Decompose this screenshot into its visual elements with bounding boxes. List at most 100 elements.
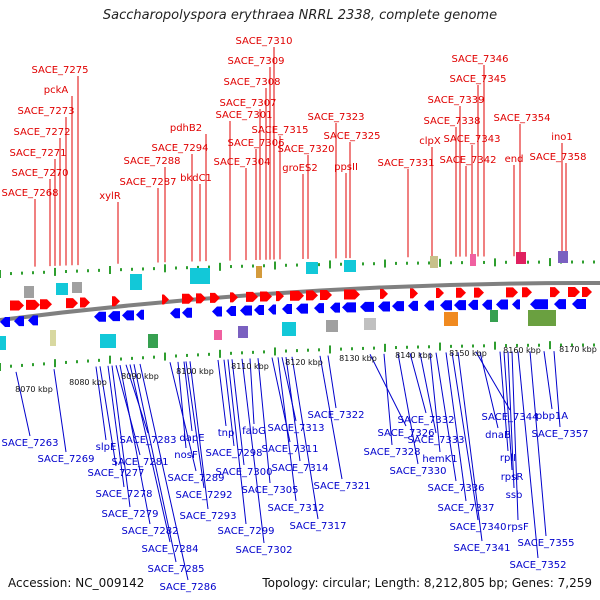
leader-line: [435, 352, 457, 482]
major-tick-mark: [439, 342, 441, 351]
major-tick-mark: [384, 259, 386, 268]
forward-gene-arrow: [436, 288, 444, 299]
leader-line: [369, 354, 407, 427]
forward-gene-label: SACE_7287: [120, 177, 177, 188]
major-tick-mark: [109, 355, 111, 364]
forward-gene-label: ino1: [551, 132, 573, 143]
feature-box: [130, 274, 142, 290]
leader-line: [189, 361, 209, 510]
tick-mark: [505, 344, 507, 348]
reverse-gene-label: SACE_7333: [408, 435, 465, 446]
reverse-gene-label: SACE_7344: [482, 412, 539, 423]
reverse-gene-label: SACE_7305: [242, 485, 299, 496]
tick-mark: [263, 350, 265, 354]
kbp-label: 8140 kbp: [395, 351, 433, 360]
kbp-scale-labels: 8070 kbp 8080 kbp 8090 kbp 8100 kbp 8110 kbp…: [15, 345, 597, 394]
tick-mark: [10, 364, 12, 368]
reverse-gene-arrow: [408, 300, 418, 311]
feature-box: [238, 326, 248, 338]
forward-gene-label: xylR: [99, 191, 121, 202]
reverse-gene-arrow: [282, 304, 292, 315]
outer-tick-ring: [0, 258, 595, 278]
tick-mark: [175, 266, 177, 270]
reverse-gene-label: SACE_7332: [398, 415, 455, 426]
reverse-gene-arrow: [454, 300, 466, 311]
reverse-gene-label: SACE_7278: [96, 489, 153, 500]
reverse-gene-arrow: [108, 311, 120, 322]
leader-line: [111, 365, 131, 508]
reverse-gene-arrow: [212, 306, 222, 317]
reverse-gene-arrow: [28, 315, 38, 326]
forward-gene-label: SACE_7271: [10, 148, 67, 159]
tick-mark: [450, 261, 452, 265]
forward-gene-arrow: [290, 290, 304, 301]
reverse-gene-arrow: [482, 299, 492, 310]
reverse-gene-label: SACE_7312: [268, 503, 325, 514]
leader-line: [419, 352, 437, 434]
forward-gene-label: clpX: [419, 136, 441, 147]
leader-line: [319, 355, 343, 480]
reverse-gene-label: SACE_7299: [218, 526, 275, 537]
feature-box: [72, 282, 82, 293]
tick-mark: [197, 265, 199, 269]
feature-box: [256, 266, 262, 278]
tick-mark: [428, 261, 430, 265]
tick-mark: [65, 360, 67, 364]
major-tick-mark: [329, 260, 331, 269]
feature-box: [344, 260, 356, 272]
reverse-gene-arrow: [554, 299, 566, 310]
reverse-gene-label: SACE_7298: [206, 448, 263, 459]
forward-gene-label: SACE_7270: [12, 168, 69, 179]
reverse-gene-arrow: [530, 299, 548, 310]
leader-line: [99, 366, 117, 467]
reverse-gene-arrow: [378, 301, 390, 312]
map-title: Saccharopolyspora erythraea NRRL 2338, c…: [102, 8, 498, 23]
reverse-gene-arrow: [0, 317, 10, 327]
reverse-gene-arrow: [314, 303, 324, 314]
forward-gene-label: SACE_7346: [452, 54, 509, 65]
leader-line: [503, 351, 513, 471]
reverse-gene-label: SACE_7355: [518, 538, 575, 549]
reverse-strand-genes: [0, 299, 586, 327]
tick-mark: [527, 343, 529, 347]
kbp-label: 8150 kbp: [449, 349, 487, 358]
major-tick-mark: [164, 264, 166, 273]
feature-box: [56, 283, 68, 295]
forward-label-leaders: [34, 47, 567, 267]
leader-line: [451, 352, 479, 521]
forward-gene-label: SACE_7343: [444, 134, 501, 145]
tick-mark: [98, 358, 100, 362]
forward-gene-label: SACE_7301: [216, 110, 273, 121]
tick-mark: [417, 345, 419, 349]
reverse-gene-arrow: [360, 301, 374, 312]
tick-mark: [461, 261, 463, 265]
forward-gene-arrow: [582, 287, 592, 298]
tick-mark: [582, 343, 584, 347]
leader-line: [177, 361, 187, 449]
leader-line: [257, 358, 271, 484]
major-tick-mark: [219, 349, 221, 358]
forward-gene-label: SACE_7308: [224, 77, 281, 88]
leader-line: [327, 355, 337, 409]
reverse-gene-arrow: [296, 303, 308, 314]
leader-line: [223, 359, 235, 447]
reverse-gene-label: SACE_7317: [290, 521, 347, 532]
tick-mark: [516, 343, 518, 347]
forward-gene-label: SACE_7320: [278, 144, 335, 155]
forward-gene-arrow: [112, 296, 120, 307]
feature-box: [558, 251, 568, 263]
tick-mark: [208, 265, 210, 269]
reverse-gene-label: SACE_7282: [122, 526, 179, 537]
forward-gene-label: pckA: [44, 85, 69, 96]
reverse-gene-arrow: [342, 302, 356, 313]
tick-mark: [406, 345, 408, 349]
tick-mark: [406, 261, 408, 265]
forward-gene-label: SACE_7339: [428, 95, 485, 106]
reverse-gene-label: SACE_7289: [168, 473, 225, 484]
forward-gene-arrow: [380, 288, 388, 299]
major-tick-mark: [494, 258, 496, 267]
kbp-label: 8080 kbp: [69, 378, 107, 387]
forward-gene-label: SACE_7268: [2, 188, 59, 199]
reverse-gene-label: SACE_7283: [120, 435, 177, 446]
tick-mark: [241, 264, 243, 268]
